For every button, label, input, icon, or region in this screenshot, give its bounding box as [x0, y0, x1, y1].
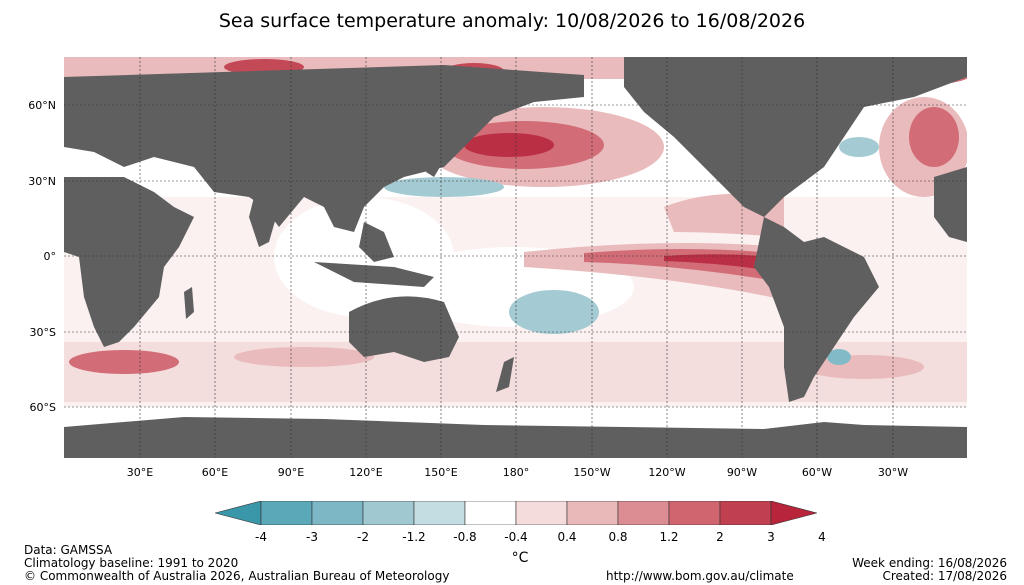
lat-label: 30°N: [28, 175, 56, 188]
colorbar-unit: °C: [511, 550, 529, 566]
colorbar-tick-label: -3: [306, 530, 318, 544]
lon-label: 90°E: [277, 466, 305, 479]
colorbar-tick-label: -0.4: [504, 530, 528, 544]
colorbar-bin: [362, 501, 415, 525]
lon-label: 30°W: [877, 466, 909, 479]
graticule: [64, 57, 967, 458]
colorbar-bin: [566, 501, 619, 525]
colorbar-tick-label: -2: [357, 530, 369, 544]
land-layer: [64, 57, 967, 458]
colorbar-tick-label: 0.4: [557, 530, 577, 544]
created-date: Created: 17/08/2026: [882, 569, 1007, 583]
colorbar-bin: [413, 501, 466, 525]
colorbar: [215, 501, 817, 525]
colorbar-bin: [668, 501, 721, 525]
source-url: http://www.bom.gov.au/climate: [606, 569, 794, 583]
lon-label: 90°W: [726, 466, 758, 479]
lon-label: 150°W: [573, 466, 611, 479]
colorbar-tick-label: -1.2: [402, 530, 426, 544]
colorbar-tick-label: 0.8: [608, 530, 628, 544]
colorbar-tick-label: -4: [255, 530, 267, 544]
copyright: © Commonwealth of Australia 2026, Austra…: [24, 569, 450, 583]
data-source: Data: GAMSSA: [24, 543, 113, 557]
lat-label: 60°N: [28, 99, 56, 112]
colorbar-tick-label: 1.2: [659, 530, 679, 544]
map-title: Sea surface temperature anomaly: 10/08/2…: [218, 10, 806, 32]
colorbar-bin: [515, 501, 568, 525]
colorbar-bin: [464, 501, 517, 525]
lon-label: 180°: [502, 466, 530, 479]
colorbar-extend-high: [770, 501, 817, 525]
colorbar-bin: [617, 501, 670, 525]
sst-anomaly-map: [64, 57, 967, 458]
colorbar-tick-label: 2: [716, 530, 724, 544]
lon-label: 120°W: [648, 466, 686, 479]
climatology-baseline: Climatology baseline: 1991 to 2020: [24, 556, 239, 570]
lon-label: 60°W: [801, 466, 833, 479]
colorbar-bin: [260, 501, 313, 525]
lat-label: 30°S: [29, 326, 56, 339]
lon-label: 30°E: [126, 466, 154, 479]
colorbar-tick-label: -0.8: [453, 530, 477, 544]
lat-label: 60°S: [29, 401, 56, 414]
lat-label: 0°: [43, 250, 57, 263]
colorbar-extend-low: [215, 501, 262, 525]
colorbar-tick-label: 3: [767, 530, 775, 544]
lon-label: 120°E: [349, 466, 383, 479]
lon-label: 60°E: [201, 466, 229, 479]
colorbar-tick-label: 4: [818, 530, 826, 544]
week-ending: Week ending: 16/08/2026: [852, 556, 1007, 570]
colorbar-bin: [311, 501, 364, 525]
colorbar-bin: [719, 501, 772, 525]
lon-label: 150°E: [424, 466, 458, 479]
